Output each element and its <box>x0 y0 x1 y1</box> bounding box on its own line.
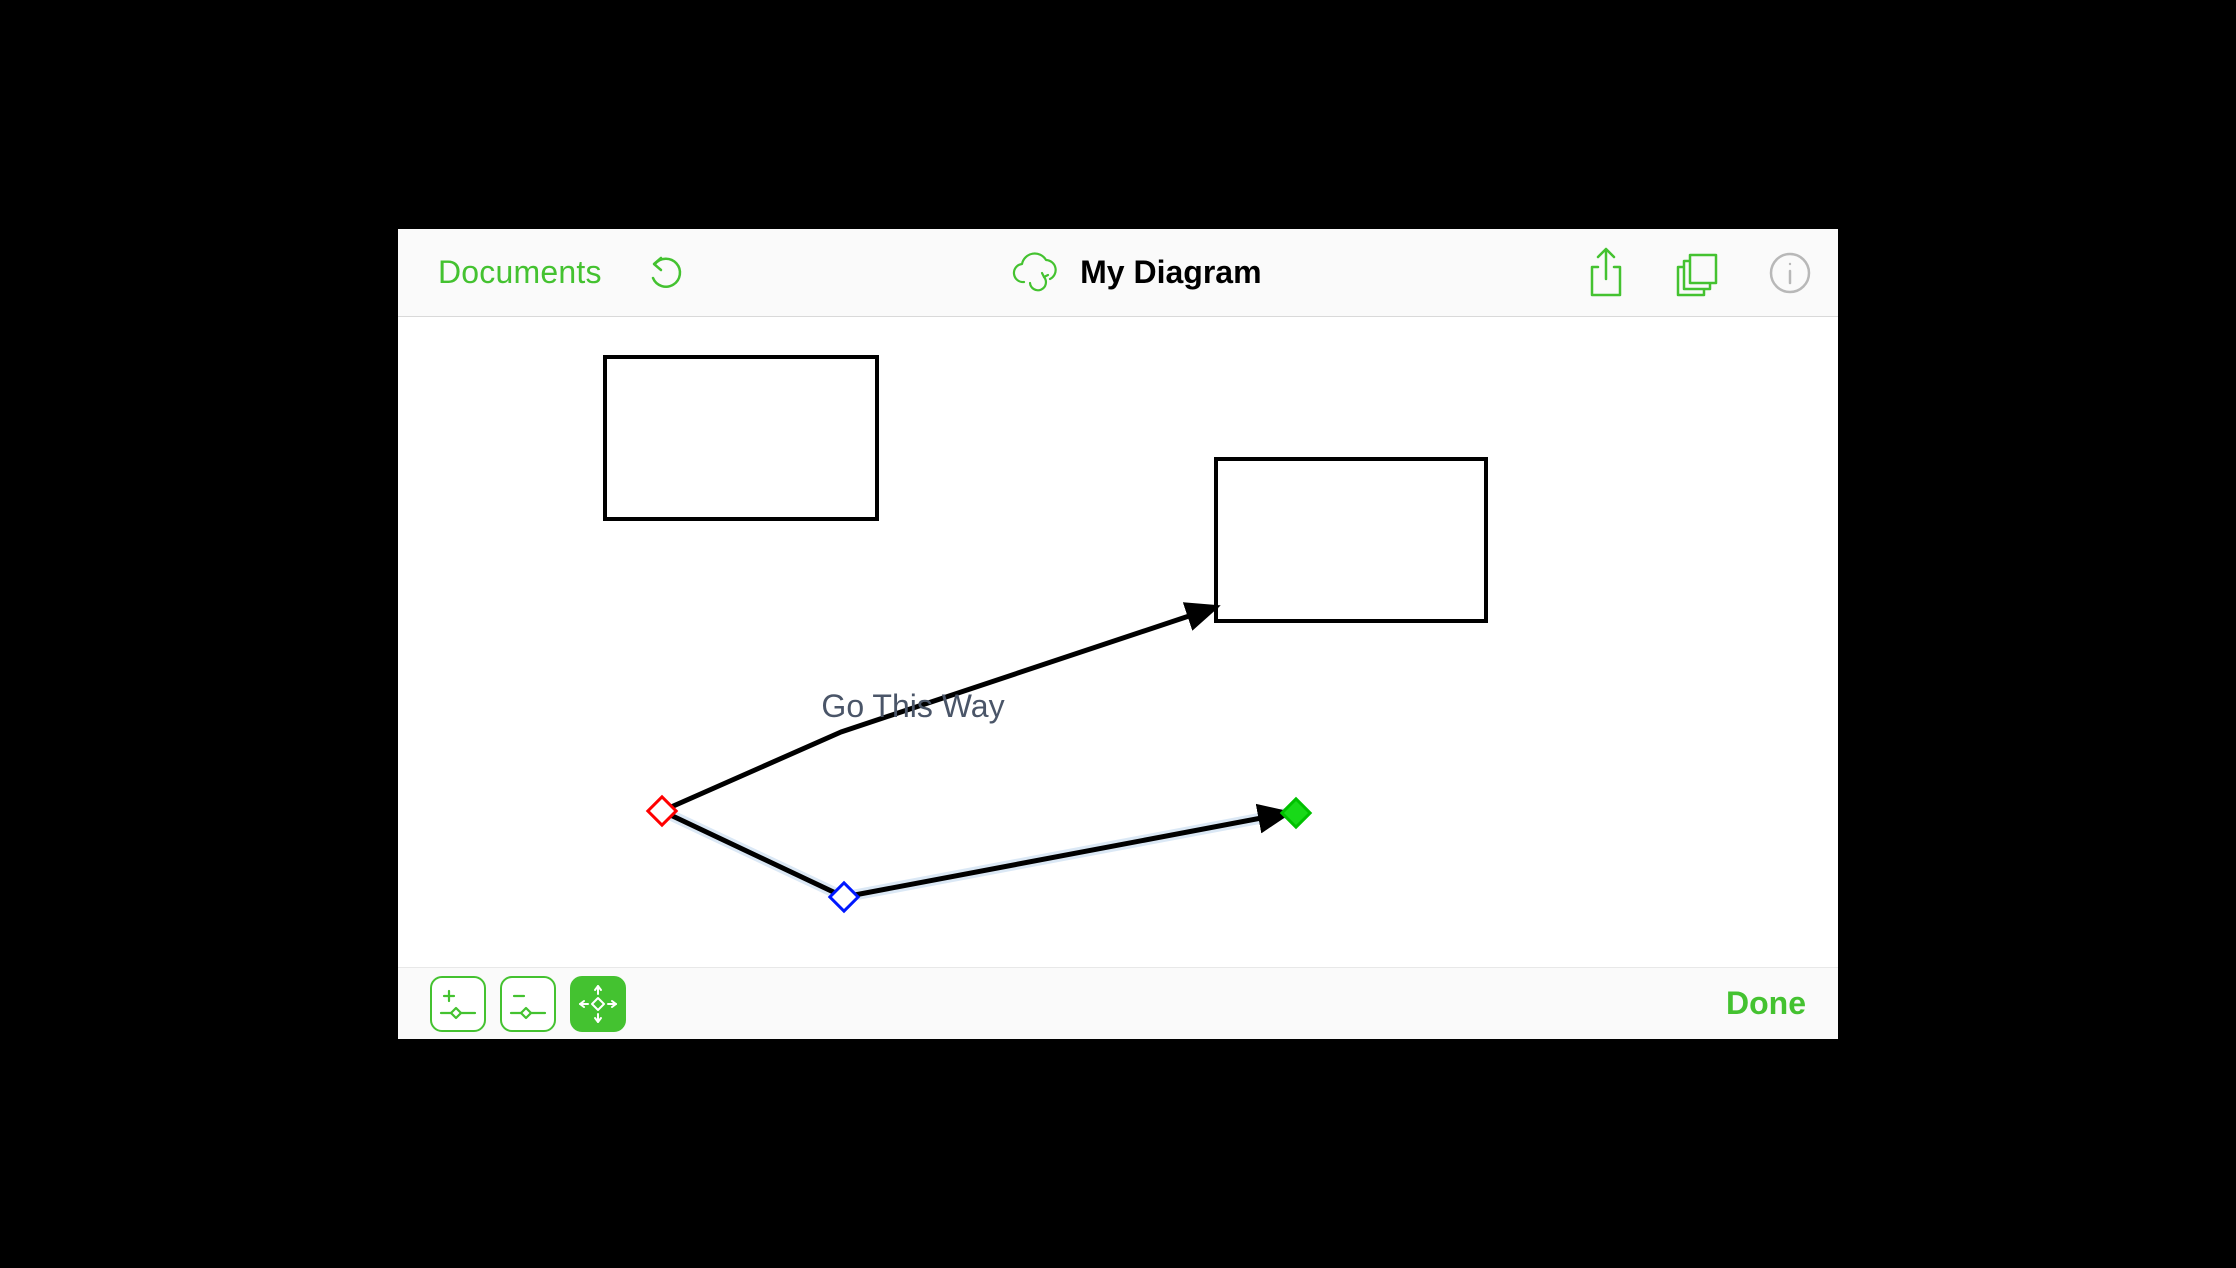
share-icon <box>1586 247 1626 299</box>
cloud-sync-icon <box>1010 249 1062 297</box>
diagram-rect[interactable] <box>1216 459 1486 621</box>
line-handle-end[interactable] <box>1282 799 1310 827</box>
top-toolbar: Documents My Diagram <box>398 229 1838 317</box>
line-label[interactable]: Go This Way <box>821 688 1004 724</box>
remove-point-icon <box>509 985 547 1023</box>
diagram-line[interactable] <box>662 811 1288 897</box>
stack-icon <box>1674 249 1722 297</box>
canvases-button[interactable] <box>1674 245 1722 301</box>
add-point-tool[interactable] <box>430 976 486 1032</box>
done-button[interactable]: Done <box>1726 985 1806 1022</box>
undo-button[interactable] <box>642 249 690 297</box>
move-point-tool[interactable] <box>570 976 626 1032</box>
topbar-center-group: My Diagram <box>718 249 1554 297</box>
diagram-canvas[interactable]: Go This Way <box>398 317 1838 967</box>
topbar-left-group: Documents <box>438 249 690 297</box>
undo-icon <box>645 252 687 294</box>
document-title[interactable]: My Diagram <box>1080 254 1261 291</box>
info-button[interactable] <box>1766 245 1814 301</box>
remove-point-tool[interactable] <box>500 976 556 1032</box>
diagram-rect[interactable] <box>605 357 877 519</box>
info-icon <box>1768 251 1812 295</box>
move-point-icon <box>578 984 618 1024</box>
line-tool-group <box>430 976 626 1032</box>
add-point-icon <box>439 985 477 1023</box>
documents-button[interactable]: Documents <box>438 254 602 291</box>
bottom-toolbar: Done <box>398 967 1838 1039</box>
topbar-right-group <box>1582 245 1814 301</box>
share-button[interactable] <box>1582 245 1630 301</box>
